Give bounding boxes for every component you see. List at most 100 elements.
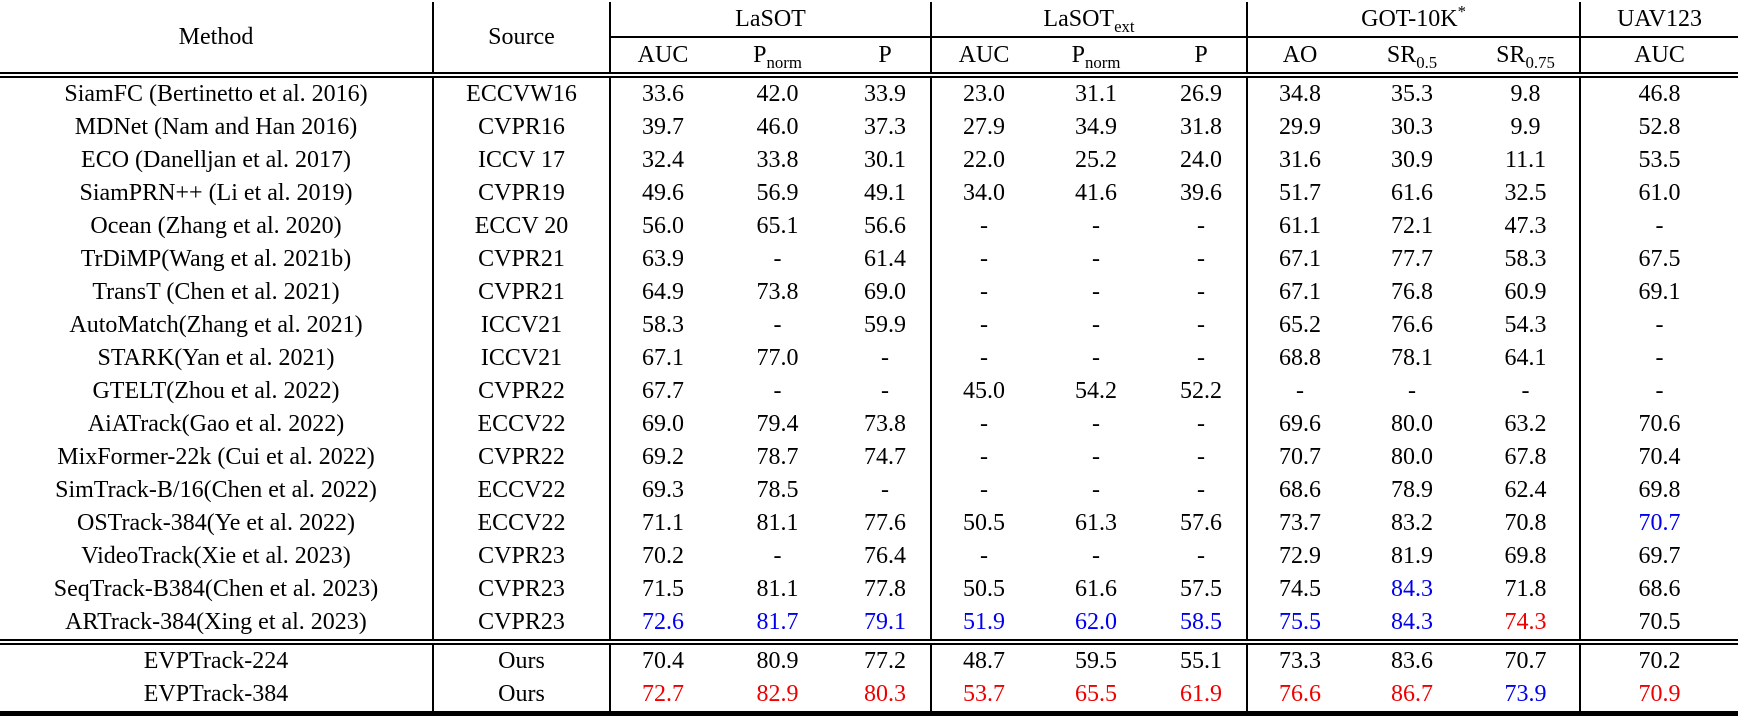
value-cell: 69.3 [609, 474, 715, 507]
value-cell: 30.3 [1391, 114, 1434, 140]
value-cell: - [1246, 375, 1353, 408]
value-cell: 59.9 [864, 312, 906, 338]
value-cell: 61.6 [1391, 180, 1434, 206]
table-row: MDNet (Nam and Han 2016) CVPR16 39.7 46.0 37… [0, 111, 1738, 144]
value-cell: - [773, 312, 782, 338]
table-row: EVPTrack-224 Ours 70.4 80.9 77.2 48.7 59.5 55.1… [0, 639, 1738, 678]
source-cell: ICCV 17 [432, 144, 610, 177]
value-cell: 70.7 [1246, 441, 1353, 474]
method-cell: AiATrack(Gao et al. 2022) [87, 411, 345, 437]
value-cell: - [1092, 213, 1100, 239]
value-cell: 67.7 [609, 375, 715, 408]
value-cell: 77.2 [840, 639, 931, 678]
value-cell: 67.1 [609, 342, 715, 375]
value-cell: 72.7 [609, 678, 715, 716]
value-cell: - [1092, 543, 1100, 569]
value-cell: 69.2 [609, 441, 715, 474]
metric-header: AO [1246, 37, 1353, 78]
metric-header: AUC [930, 37, 1036, 78]
value-cell: - [930, 441, 1036, 474]
value-cell: 61.0 [1579, 177, 1738, 210]
method-cell: AutoMatch(Zhang et al. 2021) [69, 312, 363, 338]
value-cell: 52.8 [1579, 111, 1738, 144]
value-cell: 34.8 [1246, 75, 1353, 111]
metric-header: P [1156, 37, 1248, 78]
method-cell: MDNet (Nam and Han 2016) [74, 114, 358, 140]
value-cell: 78.7 [756, 444, 799, 470]
method-cell: EVPTrack-384 [0, 678, 433, 716]
value-cell: 46.8 [1579, 75, 1738, 111]
value-cell: - [930, 210, 1036, 243]
source-cell: ICCV21 [432, 342, 610, 375]
table-row: AiATrack(Gao et al. 2022) ECCV22 69.0 79.4 7… [0, 408, 1738, 441]
value-cell: 78.9 [1391, 477, 1434, 503]
value-cell: 81.1 [756, 510, 799, 536]
table-row: TrDiMP(Wang et al. 2021b) CVPR21 63.9-61.4… [0, 243, 1738, 276]
table-row: VideoTrack(Xie et al. 2023) CVPR23 70.2-76… [0, 540, 1738, 573]
value-cell: 67.8 [1504, 444, 1547, 470]
value-cell: - [1092, 477, 1100, 503]
value-cell: 79.1 [864, 609, 906, 635]
value-cell: - [1197, 411, 1206, 437]
value-cell: 56.0 [609, 210, 715, 243]
value-cell: 35.3 [1391, 81, 1434, 107]
value-cell: 48.7 [930, 639, 1036, 678]
value-cell: - [1197, 477, 1206, 503]
value-cell: - [773, 378, 782, 404]
value-cell: 73.3 [1246, 639, 1353, 678]
value-cell: 34.9 [1075, 114, 1117, 140]
table-row: SiamFC (Bertinetto et al. 2016) ECCVW16 33… [0, 75, 1738, 111]
source-cell: Ours [432, 639, 610, 678]
value-cell: 69.8 [1579, 474, 1738, 507]
value-cell: 70.5 [1579, 606, 1738, 642]
value-cell: 80.0 [1391, 444, 1434, 470]
table-row: SimTrack-B/16(Chen et al. 2022) ECCV22 69.… [0, 474, 1738, 507]
method-cell: SiamFC (Bertinetto et al. 2016) [64, 81, 368, 107]
value-cell: 62.4 [1504, 477, 1547, 503]
value-cell: - [1579, 342, 1738, 375]
value-cell: - [1092, 411, 1100, 437]
table-row: AutoMatch(Zhang et al. 2021) ICCV21 58.3-5… [0, 309, 1738, 342]
value-cell: 65.5 [1036, 678, 1156, 716]
value-cell: 11.1 [1504, 147, 1547, 173]
value-cell: 50.5 [930, 573, 1036, 606]
source-cell: CVPR22 [432, 441, 610, 474]
value-cell: 50.5 [930, 507, 1036, 540]
metric-header: Pnorm [1036, 37, 1156, 78]
value-cell: 49.6 [609, 177, 715, 210]
value-cell: 77.6 [864, 510, 906, 536]
value-cell: - [930, 474, 1036, 507]
value-cell: 77.0 [756, 345, 799, 371]
source-cell: CVPR23 [432, 573, 610, 606]
value-cell: - [1197, 246, 1206, 272]
value-cell: 76.6 [1246, 678, 1353, 716]
value-cell: 58.3 [1504, 246, 1547, 272]
value-cell: 70.6 [1579, 408, 1738, 441]
value-cell: - [1197, 312, 1206, 338]
value-cell: 58.5 [1180, 609, 1223, 635]
table-row: TransT (Chen et al. 2021) CVPR21 64.9 73.8 6… [0, 276, 1738, 309]
source-cell: CVPR23 [432, 606, 610, 642]
table-row: OSTrack-384(Ye et al. 2022) ECCV22 71.1 81.… [0, 507, 1738, 540]
value-cell: 69.8 [1504, 543, 1547, 569]
value-cell: - [930, 408, 1036, 441]
value-cell: 33.8 [756, 147, 799, 173]
value-cell: - [1092, 312, 1100, 338]
value-cell: 39.6 [1180, 180, 1223, 206]
value-cell: 53.7 [930, 678, 1036, 716]
value-cell: 83.6 [1352, 639, 1473, 678]
value-cell: 33.9 [864, 81, 906, 107]
value-cell: 72.6 [609, 606, 715, 642]
value-cell: - [1197, 444, 1206, 470]
source-cell: CVPR21 [432, 276, 610, 309]
value-cell: 24.0 [1180, 147, 1223, 173]
table-row: ECO (Danelljan et al. 2017) ICCV 17 32.4 33… [0, 144, 1738, 177]
value-cell: 55.1 [1156, 639, 1248, 678]
value-cell: 25.2 [1075, 147, 1117, 173]
benchmark-group-header: UAV123 [1579, 2, 1738, 38]
metric-header: AUC [609, 37, 715, 78]
value-cell: 81.7 [756, 609, 799, 635]
value-cell: 31.6 [1246, 144, 1353, 177]
method-cell: Ocean (Zhang et al. 2020) [90, 213, 342, 239]
